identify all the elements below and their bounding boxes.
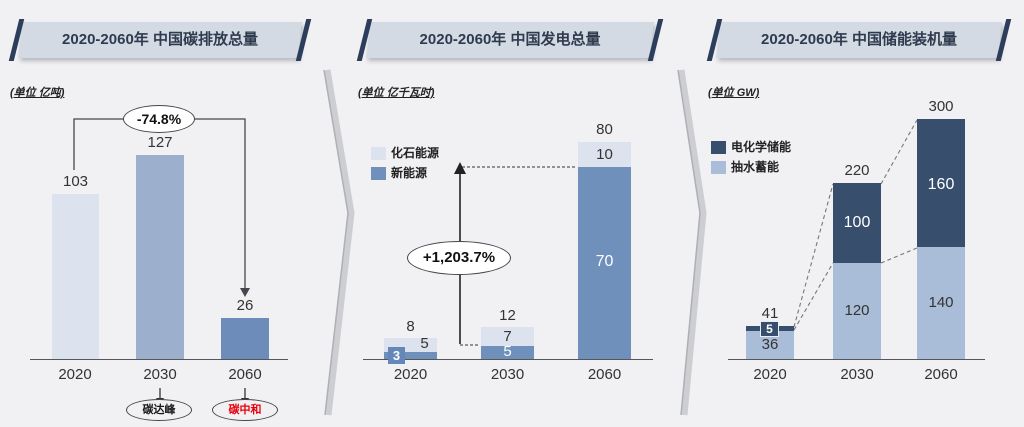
- x-axis-power: [363, 359, 653, 360]
- bar-emissions-2060: [221, 318, 269, 359]
- legend-swatch-electrochemical: [711, 141, 726, 154]
- x-axis-carbon: [30, 359, 288, 360]
- total-label-storage-2060: 300: [928, 98, 954, 115]
- legend-label-pumped: 抽水蓄能: [731, 160, 780, 174]
- value-label-electrochemical-2060: 160: [927, 176, 955, 193]
- x-axis-storage: [728, 359, 985, 360]
- legend-swatch-pumped: [711, 161, 726, 174]
- segment-newenergy-2030: [481, 346, 534, 360]
- value-label-emissions-2060: 26: [236, 297, 254, 314]
- legend-swatch-newenergy: [371, 167, 386, 180]
- value-label-emissions-2020: 103: [62, 173, 89, 190]
- unit-label-power: (单位 亿千瓦时): [358, 87, 435, 99]
- value-label-emissions-2030: 127: [147, 134, 173, 151]
- value-label-fossil-2060: 10: [596, 146, 613, 163]
- tick-label-2020: 2020: [753, 366, 787, 383]
- value-label-newenergy-2030: 5: [503, 343, 512, 360]
- value-label-newenergy-2060: 70: [595, 253, 614, 270]
- segment-newenergy-2060: [578, 167, 631, 360]
- segment-pumped-2030: [833, 263, 881, 360]
- decline-annotation: -74.8%: [123, 105, 195, 133]
- tick-label-2030: 2030: [490, 366, 525, 383]
- panel-title-power: 2020-2060年 中国发电总量: [419, 31, 601, 48]
- segment-newenergy-2020: [384, 352, 437, 360]
- value-label-electrochemical-2030: 100: [843, 214, 871, 231]
- panel-header-storage: 2020-2060年 中国储能装机量: [706, 19, 1012, 61]
- value-label-pumped-2030: 120: [844, 302, 870, 319]
- panel-divider-chevron-1: [323, 69, 355, 416]
- tick-label-2020: 2020: [393, 366, 428, 383]
- unit-label-carbon: (单位 亿吨): [10, 87, 65, 99]
- total-label-power-2060: 80: [596, 121, 613, 138]
- tick-label-2060: 2060: [587, 366, 622, 383]
- legend-label-fossil: 化石能源: [391, 146, 440, 160]
- milestone-carbon-neutral: 碳中和: [212, 399, 278, 421]
- legend-swatch-fossil: [371, 147, 386, 160]
- legend-label-newenergy: 新能源: [391, 166, 428, 180]
- tick-label-2030: 2030: [840, 366, 874, 383]
- panel-title-carbon: 2020-2060年 中国碳排放总量: [62, 31, 258, 48]
- legend-label-electrochemical: 电化学储能: [731, 140, 792, 154]
- segment-fossil-2030: [481, 327, 534, 346]
- total-label-power-2020: 8: [406, 318, 415, 335]
- segment-electrochemical-2030: [833, 183, 881, 263]
- value-label-fossil-2020: 5: [420, 335, 429, 352]
- tick-label-2060: 2060: [228, 366, 262, 383]
- panel-title-storage: 2020-2060年 中国储能装机量: [761, 31, 957, 48]
- total-label-storage-2020: 41: [761, 305, 779, 322]
- bar-emissions-2020: [52, 194, 99, 359]
- segment-fossil-2060: [578, 142, 631, 167]
- value-label-pumped-2020: 36: [761, 336, 779, 353]
- value-badge-electrochemical-2020: 5: [760, 321, 779, 337]
- segment-pumped-2060: [917, 247, 965, 360]
- tick-label-2020: 2020: [58, 366, 92, 383]
- tick-label-2060: 2060: [924, 366, 958, 383]
- bar-emissions-2030: [136, 155, 184, 359]
- value-badge-newenergy-2020: 3: [388, 347, 405, 364]
- total-label-storage-2030: 220: [844, 162, 870, 179]
- panel-divider-chevron-2: [677, 69, 707, 416]
- total-label-power-2030: 12: [499, 307, 516, 324]
- panel-header-carbon: 2020-2060年 中国碳排放总量: [8, 19, 312, 61]
- unit-label-storage: (单位 GW): [708, 87, 760, 99]
- milestone-carbon-peak: 碳达峰: [126, 399, 192, 421]
- value-label-fossil-2030: 7: [503, 328, 512, 345]
- segment-electrochemical-2060: [917, 119, 965, 247]
- growth-annotation: +1,203.7%: [407, 241, 511, 275]
- tick-label-2030: 2030: [143, 366, 177, 383]
- panel-header-power: 2020-2060年 中国发电总量: [356, 19, 664, 61]
- value-label-pumped-2060: 140: [928, 294, 954, 311]
